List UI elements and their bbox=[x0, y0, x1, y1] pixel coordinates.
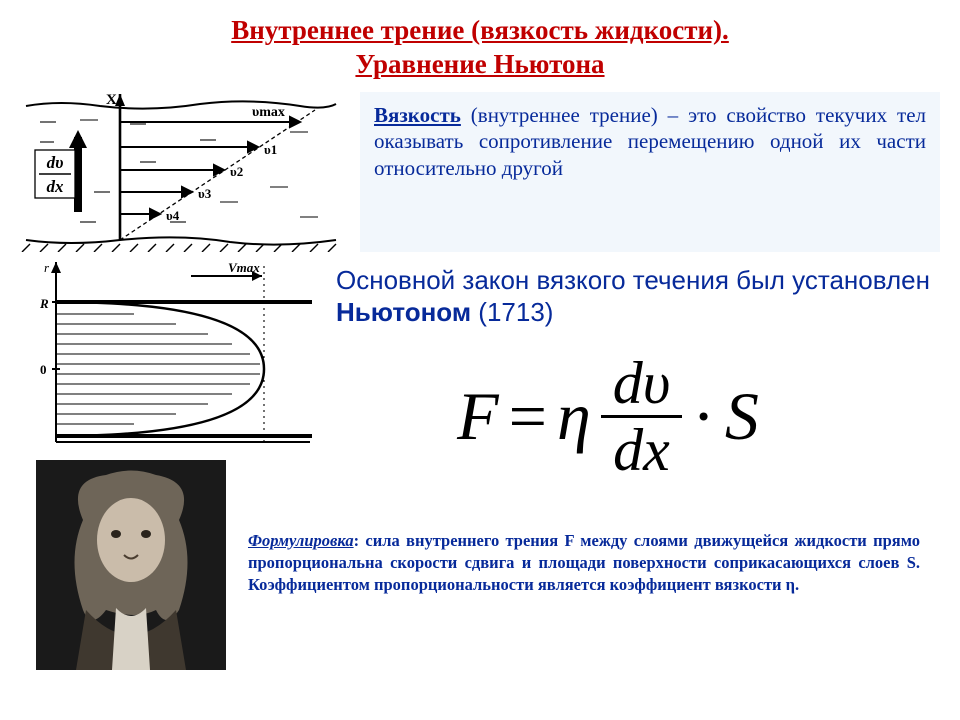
frac-numer: dυ bbox=[601, 351, 683, 415]
dvdx-denom: dx bbox=[47, 177, 65, 196]
vmax2-label: Vmax bbox=[228, 260, 260, 275]
definition-box: Вязкость (внутреннее трение) – это свойс… bbox=[360, 92, 940, 252]
formula-wrap: F = η dυ dx · S bbox=[336, 351, 940, 482]
row-law: r Vmax R 0 bbox=[0, 258, 960, 482]
zero-label: 0 bbox=[40, 362, 47, 377]
v1-label: υ1 bbox=[264, 142, 277, 157]
diagram-pipe-profile: r Vmax R 0 bbox=[26, 258, 316, 448]
diagram-velocity-layers: Х dυ dx υmax υ1 υ2 υ3 υ4 bbox=[20, 92, 340, 252]
axis-x-label: Х bbox=[106, 92, 117, 108]
newton-formula: F = η dυ dx · S bbox=[457, 351, 759, 482]
formula-S: S bbox=[725, 377, 759, 456]
v4-label: υ4 bbox=[166, 208, 180, 223]
law-column: Основной закон вязкого течения был устан… bbox=[336, 258, 940, 482]
frac-denom: dx bbox=[601, 418, 682, 482]
axis-r-label: r bbox=[44, 260, 50, 275]
law-newton: Ньютоном bbox=[336, 297, 471, 327]
law-year: (1713) bbox=[471, 297, 553, 327]
title-line2: Уравнение Ньютона bbox=[0, 48, 960, 82]
v3-label: υ3 bbox=[198, 186, 212, 201]
v2-label: υ2 bbox=[230, 164, 243, 179]
formula-frac: dυ dx bbox=[601, 351, 683, 482]
row-definition: Х dυ dx υmax υ1 υ2 υ3 υ4 Вязкость (внутр… bbox=[0, 92, 960, 252]
law-text: Основной закон вязкого течения был устан… bbox=[336, 264, 940, 329]
definition-term: Вязкость bbox=[374, 103, 461, 127]
formula-eta: η bbox=[557, 377, 591, 456]
title-line1: Внутреннее трение (вязкость жидкости). bbox=[0, 14, 960, 48]
formulation-label: Формулировка bbox=[248, 531, 354, 550]
R-label: R bbox=[39, 296, 49, 311]
page-title: Внутреннее трение (вязкость жидкости). У… bbox=[0, 0, 960, 82]
formulation-text: Формулировка: сила внутреннего трения F … bbox=[248, 490, 940, 670]
vmax-label: υmax bbox=[252, 105, 285, 120]
newton-portrait bbox=[36, 460, 226, 670]
formula-eq: = bbox=[509, 377, 547, 456]
row-formulation: Формулировка: сила внутреннего трения F … bbox=[0, 490, 960, 670]
law-prefix: Основной закон вязкого течения был устан… bbox=[336, 265, 930, 295]
dvdx-numer: dυ bbox=[47, 153, 64, 172]
formula-dot: · bbox=[692, 377, 715, 456]
formula-F: F bbox=[457, 377, 499, 456]
